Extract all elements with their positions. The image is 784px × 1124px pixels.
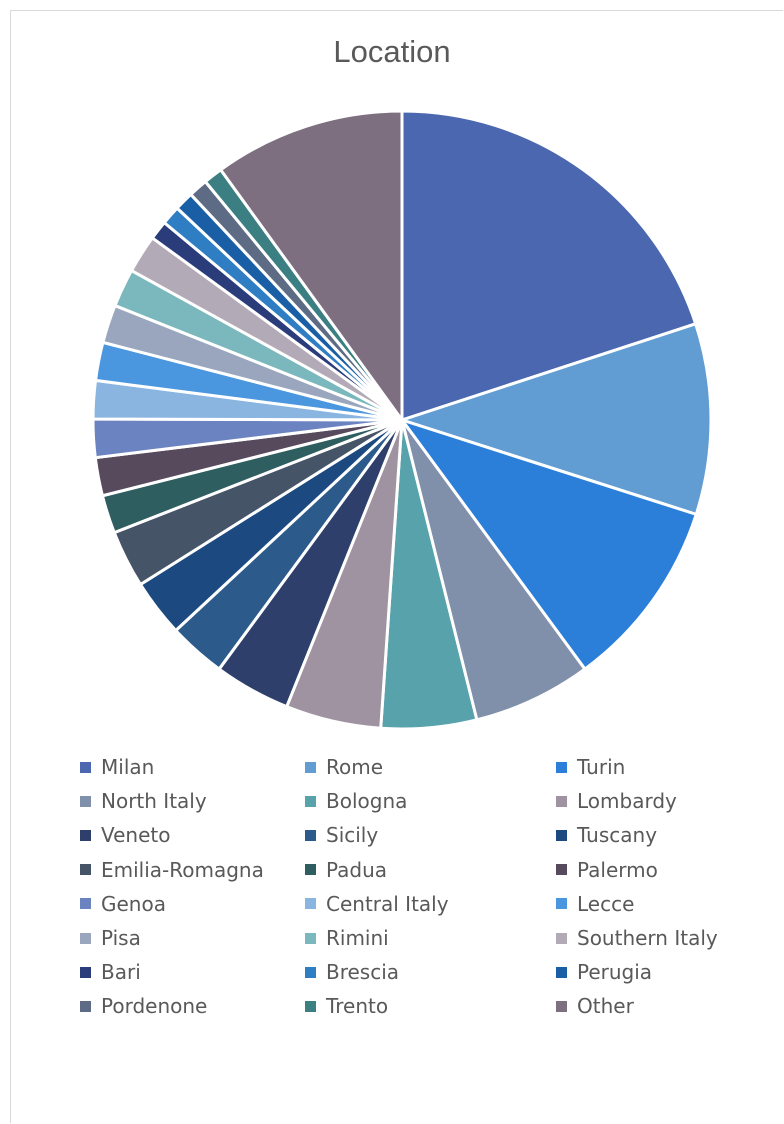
legend-swatch [556,1000,567,1012]
legend-label: Genoa [101,891,166,916]
legend-label: Other [577,994,634,1019]
legend-swatch [556,898,567,910]
legend-item: Milan [80,750,305,784]
legend-item: Emilia-Romagna [80,853,305,887]
legend-item: Trento [305,989,556,1023]
pie-slice-milan [400,109,698,422]
legend-swatch [80,966,91,978]
legend-label: Palermo [577,857,658,882]
legend-swatch [80,1000,91,1012]
legend-label: Rimini [326,926,389,951]
legend-item: Padua [305,853,556,887]
legend-label: Bologna [326,789,408,814]
legend-swatch [305,829,316,841]
legend-label: Central Italy [326,891,449,916]
legend-item: Bologna [305,784,556,818]
legend-item: Perugia [556,955,740,989]
legend-item: Turin [556,750,740,784]
pie-slice-north-italy [400,418,587,722]
legend-label: Veneto [101,823,171,848]
legend-label: Turin [577,755,626,780]
legend-label: Lecce [577,891,635,916]
legend-label: Emilia-Romagna [101,857,264,882]
legend-item: Pordenone [80,989,305,1023]
legend-swatch [305,932,316,944]
pie-slice-other [219,109,404,422]
legend-item: Southern Italy [556,921,740,955]
legend-swatch [305,898,316,910]
legend-label: Brescia [326,960,400,985]
legend-item: Rimini [305,921,556,955]
legend-label: Pisa [101,926,141,951]
pie-chart [91,109,713,731]
legend-label: Tuscany [577,823,658,848]
legend-label: North Italy [101,789,207,814]
legend-item: Other [556,989,740,1023]
legend-item: Lombardy [556,784,740,818]
legend-item: Sicily [305,818,556,852]
legend-item: Rome [305,750,556,784]
legend-item: Veneto [80,818,305,852]
legend-label: Bari [101,960,141,985]
legend-label: Trento [326,994,389,1019]
legend-swatch [305,864,316,876]
legend-swatch [556,864,567,876]
legend-item: Palermo [556,853,740,887]
legend-swatch [305,1000,316,1012]
legend-swatch [556,761,567,773]
legend-swatch [80,932,91,944]
legend-item: North Italy [80,784,305,818]
legend-swatch [556,829,567,841]
legend-item: Tuscany [556,818,740,852]
legend-swatch [80,795,91,807]
legend-label: Southern Italy [577,926,718,951]
legend-swatch [80,898,91,910]
chart-legend: Milan Rome Turin North Italy Bologna Lombardy… [80,750,740,1024]
legend-swatch [305,761,316,773]
legend-swatch [305,966,316,978]
legend-item: Central Italy [305,887,556,921]
legend-label: Padua [326,857,388,882]
legend-swatch [80,761,91,773]
legend-swatch [80,864,91,876]
legend-item: Lecce [556,887,740,921]
legend-label: Pordenone [101,994,208,1019]
legend-label: Perugia [577,960,653,985]
chart-title: Location [333,34,451,69]
legend-item: Bari [80,955,305,989]
legend-item: Brescia [305,955,556,989]
legend-label: Milan [101,755,155,780]
pie-slice-rome [400,322,713,516]
legend-swatch [305,795,316,807]
legend-swatch [556,795,567,807]
pie-slice-turin [400,418,698,671]
legend-label: Rome [326,755,384,780]
legend-label: Lombardy [577,789,677,814]
legend-swatch [556,966,567,978]
legend-swatch [80,829,91,841]
chart-area [10,10,783,1123]
legend-swatch [556,932,567,944]
legend-item: Pisa [80,921,305,955]
legend-label: Sicily [326,823,379,848]
legend-item: Genoa [80,887,305,921]
